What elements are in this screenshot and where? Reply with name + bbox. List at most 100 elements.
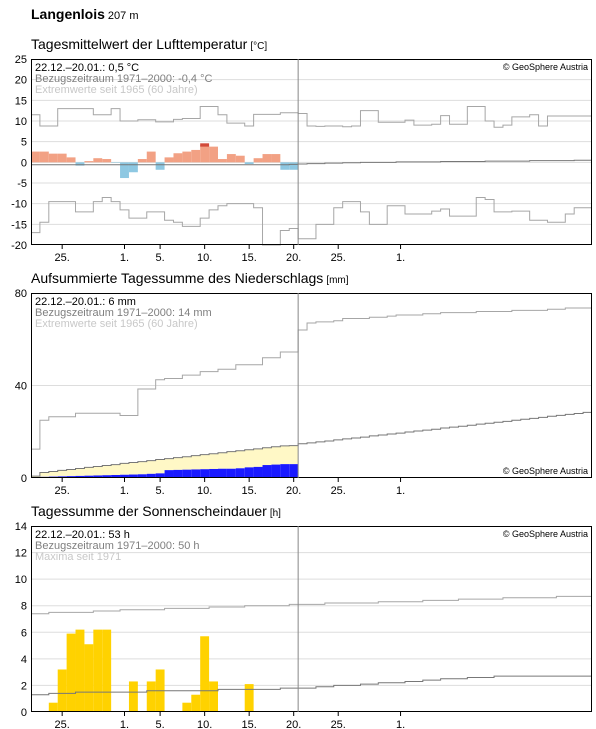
temperature-bar: [235, 155, 245, 163]
temperature-xtick-label: 25.: [331, 252, 346, 264]
temperature-bar: [137, 159, 147, 163]
temperature-xtick-label: 10.: [197, 252, 212, 264]
temperature-bar: [182, 151, 192, 163]
temperature-title: Tagesmittelwert der Lufttemperatur: [31, 36, 248, 52]
temperature-plot-frame: [31, 59, 592, 245]
sunshine-ytick-label: 8: [21, 601, 27, 613]
sunshine-bar: [244, 684, 254, 712]
precipitation-bar: [280, 464, 290, 478]
sunshine-bar: [66, 633, 76, 712]
precipitation-ytick-label: 80: [15, 288, 27, 300]
sunshine-bar: [182, 702, 192, 712]
temperature-bar: [218, 159, 227, 163]
temperature-bar: [200, 144, 210, 163]
temperature-ytick-label: -5: [17, 178, 27, 190]
sunshine-xtick-label: 15.: [242, 719, 257, 729]
sunshine-bar: [48, 702, 58, 712]
temperature-bar: [280, 162, 290, 170]
precipitation-bar: [173, 469, 183, 478]
precipitation-bar: [244, 467, 254, 478]
station-elevation: 207 m: [107, 10, 139, 22]
precipitation-xtick-label: 5.: [156, 485, 165, 497]
sunshine-info-period: 22.12.–20.01.: 53 h: [35, 529, 130, 541]
sunshine-bar: [200, 636, 210, 712]
temperature-ytick-label: 5: [21, 137, 27, 149]
temperature-bar: [102, 159, 112, 163]
precipitation-info-period: 22.12.–20.01.: 6 mm: [35, 296, 136, 308]
precipitation-info-reference: Bezugszeitraum 1971–2000: 14 mm: [35, 307, 212, 319]
sunshine-ytick-label: 12: [15, 548, 27, 560]
temperature-xtick-label: 5.: [156, 252, 165, 264]
precipitation-max-line: [31, 307, 592, 450]
precipitation-xtick-label: 1.: [396, 485, 405, 497]
temperature-info-reference: Bezugszeitraum 1971–2000: -0,4 °C: [35, 73, 213, 85]
temperature-info-period: 22.12.–20.01.: 0,5 °C: [35, 62, 139, 74]
temperature-bar: [226, 154, 236, 163]
temperature-extreme-min-line: [31, 196, 592, 246]
sunshine-bar: [57, 669, 67, 712]
precipitation-bar: [289, 464, 299, 478]
sunshine-ytick-label: 2: [21, 680, 27, 692]
precipitation-bar: [209, 468, 218, 478]
sunshine-ytick-label: 4: [21, 654, 27, 666]
sunshine-ytick-label: 14: [15, 521, 27, 533]
precipitation-normal-line: [31, 411, 592, 477]
precipitation-panel-title: Aufsummierte Tagessumme des Niederschlag…: [31, 270, 349, 286]
temperature-bar: [75, 162, 85, 166]
sunshine-title: Tagessumme der Sonnenscheindauer: [31, 503, 267, 519]
sunshine-unit: [h]: [269, 508, 281, 519]
temperature-ytick-label: -15: [11, 219, 27, 231]
temperature-bar: [31, 151, 40, 163]
temperature-bar: [155, 162, 165, 170]
temperature-bar: [48, 153, 58, 163]
sunshine-xtick-label: 25.: [331, 719, 346, 729]
precipitation-ytick-label: 0: [21, 473, 27, 485]
temperature-bar: [253, 158, 263, 163]
temperature-extreme-max-line: [31, 106, 592, 128]
precipitation-bar: [93, 475, 103, 478]
station-name: Langenlois: [31, 6, 105, 22]
sunshine-bar: [209, 681, 218, 712]
temperature-ytick-label: -20: [11, 240, 27, 252]
temperature-ytick-label: 20: [15, 75, 27, 87]
precipitation-xtick-label: 1.: [120, 485, 129, 497]
sunshine-bar: [146, 681, 156, 712]
precipitation-bar: [164, 470, 174, 478]
sunshine-credit: © GeoSphere Austria: [503, 529, 588, 539]
precipitation-info-extremes: Extremwerte seit 1965 (60 Jahre): [35, 318, 198, 330]
temperature-normal-line: [31, 159, 592, 166]
precipitation-bar: [253, 466, 263, 478]
precipitation-bar: [84, 475, 94, 478]
precipitation-bar: [128, 474, 138, 478]
temperature-ytick-label: 0: [21, 157, 27, 169]
temperature-bar: [66, 157, 76, 163]
sunshine-ytick-label: 10: [15, 574, 27, 586]
temperature-bar: [39, 151, 49, 163]
temperature-bar: [262, 154, 272, 163]
temperature-xtick-label: 1.: [396, 252, 405, 264]
sunshine-panel-title: Tagessumme der Sonnenscheindauer [h]: [31, 503, 281, 519]
temperature-ytick-label: 25: [15, 54, 27, 66]
precipitation-xtick-label: 20.: [286, 485, 301, 497]
sunshine-xtick-label: 5.: [156, 719, 165, 729]
precipitation-credit: © GeoSphere Austria: [503, 466, 588, 476]
precipitation-xtick-label: 25.: [331, 485, 346, 497]
precipitation-deficit-area: [31, 445, 299, 478]
temperature-bar: [173, 153, 183, 163]
precipitation-bar: [75, 475, 85, 478]
sunshine-xtick-label: 1.: [396, 719, 405, 729]
precipitation-plot-frame: [31, 293, 592, 478]
sunshine-bar: [75, 629, 85, 712]
temperature-bar: [244, 162, 254, 164]
temperature-ytick-label: -10: [11, 199, 27, 211]
sunshine-bar: [191, 694, 201, 712]
temperature-bar: [191, 149, 201, 163]
sunshine-xtick-label: 25.: [55, 719, 70, 729]
sunshine-bar: [128, 681, 138, 712]
temperature-bar: [84, 161, 94, 163]
precipitation-bar: [226, 468, 236, 478]
temperature-bar: [120, 162, 129, 179]
temperature-ytick-label: 15: [15, 95, 27, 107]
sunshine-plot-frame: [31, 526, 592, 712]
